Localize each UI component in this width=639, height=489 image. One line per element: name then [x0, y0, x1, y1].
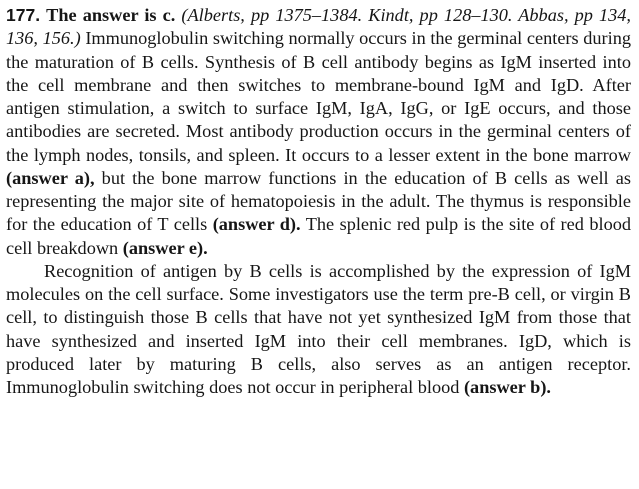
answer-explanation: 177. The answer is c. (Alberts, pp 1375–…	[6, 4, 631, 399]
citation: (Alberts, pp 1375–1384. Kindt, pp 128–13…	[6, 5, 631, 49]
paragraph-1-text-2: but the bone marrow functions in the edu…	[6, 167, 631, 235]
paragraph-2-text-1: Recognition of antigen by B cells is acc…	[6, 260, 631, 397]
answer-a-reference: (answer a),	[6, 167, 95, 188]
answer-lead: The answer is c.	[46, 5, 176, 25]
answer-b-reference: (answer b).	[463, 377, 551, 397]
paragraph-1-text-1: Immunoglobulin switching normally occurs…	[6, 28, 631, 165]
answer-e-reference: (answer e).	[122, 237, 208, 258]
paragraph-1-text-3: The splenic red pulp is the site of red …	[6, 214, 632, 258]
paragraph-1: 177. The answer is c. (Alberts, pp 1375–…	[6, 4, 631, 260]
answer-d-reference: (answer d).	[212, 214, 301, 235]
paragraph-2: Recognition of antigen by B cells is acc…	[6, 260, 631, 400]
question-number: 177.	[6, 5, 41, 25]
